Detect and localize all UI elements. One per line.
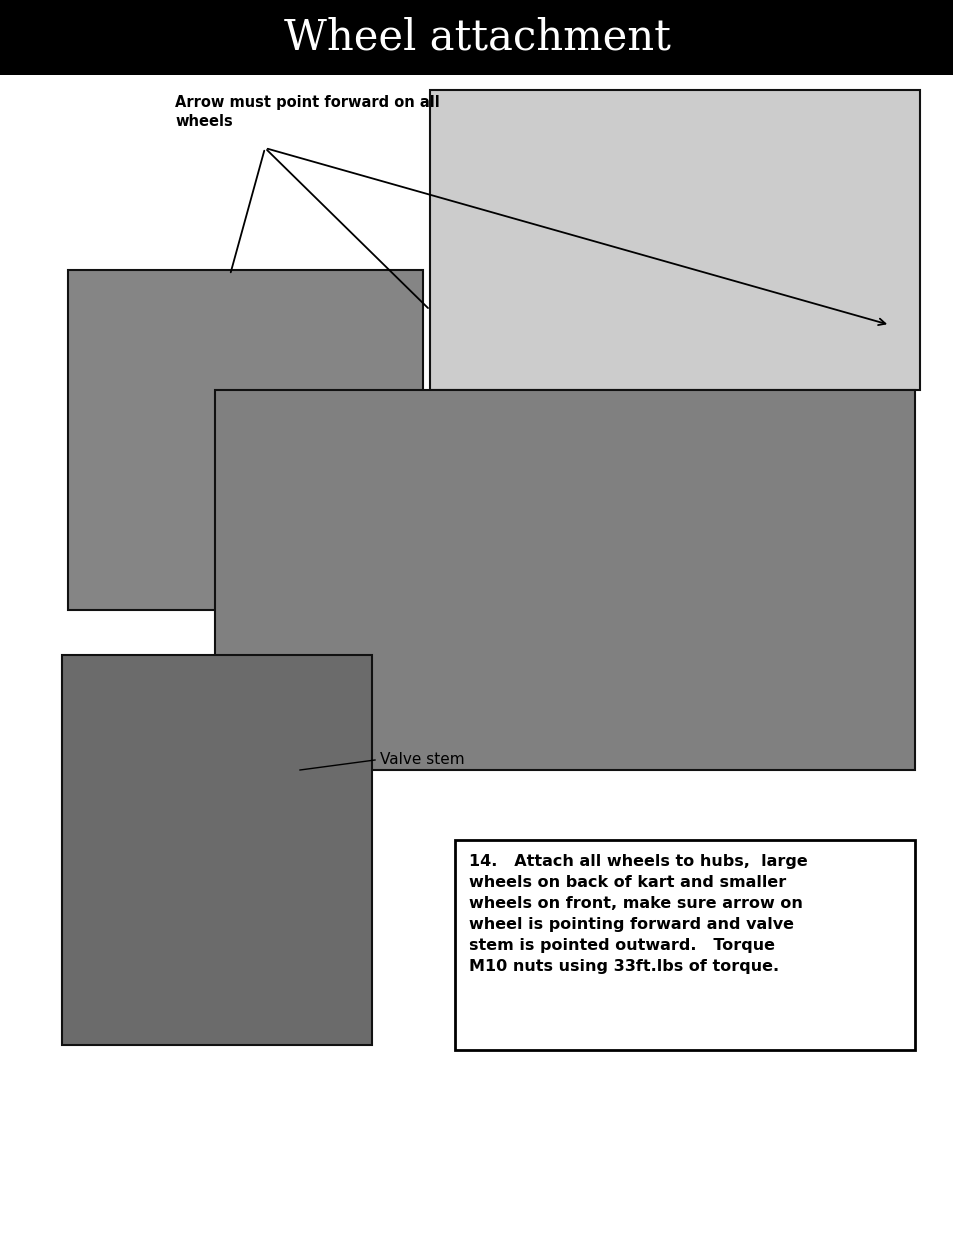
Text: Arrow must point forward on all
wheels: Arrow must point forward on all wheels	[174, 95, 439, 128]
Bar	[455, 840, 914, 1050]
Bar	[68, 270, 422, 610]
Bar	[214, 390, 914, 769]
Bar	[62, 655, 372, 1045]
Text: 14.   Attach all wheels to hubs,  large
wheels on back of kart and smaller
wheel: 14. Attach all wheels to hubs, large whe…	[469, 853, 807, 974]
Bar	[0, 0, 953, 75]
Bar	[430, 90, 919, 390]
Text: Valve stem: Valve stem	[379, 752, 464, 767]
Text: Wheel attachment: Wheel attachment	[283, 16, 670, 58]
